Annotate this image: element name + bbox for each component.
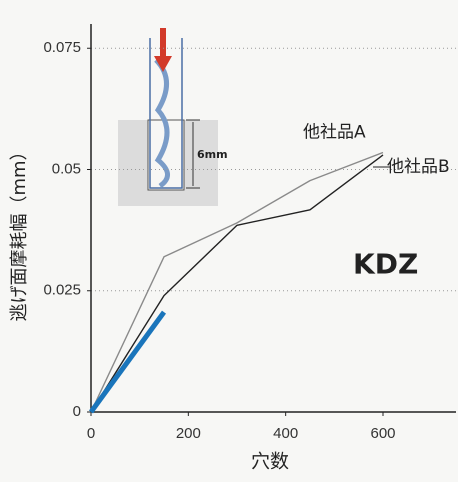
series-line <box>90 154 384 413</box>
x-tick-label: 200 <box>176 425 201 442</box>
y-axis-label: 逃げ面摩耗幅（mm） <box>9 142 30 321</box>
y-tick-label: 0 <box>73 403 81 420</box>
series-label: 他社品A <box>303 123 366 143</box>
x-tick-label: 600 <box>370 425 395 442</box>
series-label: KDZ <box>353 247 418 280</box>
y-tick-label: 0.025 <box>43 282 81 299</box>
inset-illustration <box>118 28 218 206</box>
series-label: 他社品B <box>387 157 450 177</box>
x-tick-label: 400 <box>273 425 298 442</box>
x-axis-label: 穴数 <box>251 451 289 473</box>
y-tick-label: 0.05 <box>52 160 81 177</box>
inset-label: 6mm <box>197 148 228 161</box>
series-line <box>88 310 167 414</box>
y-tick-label: 0.075 <box>43 39 81 56</box>
series-line <box>90 151 384 413</box>
x-tick-label: 0 <box>87 425 95 442</box>
